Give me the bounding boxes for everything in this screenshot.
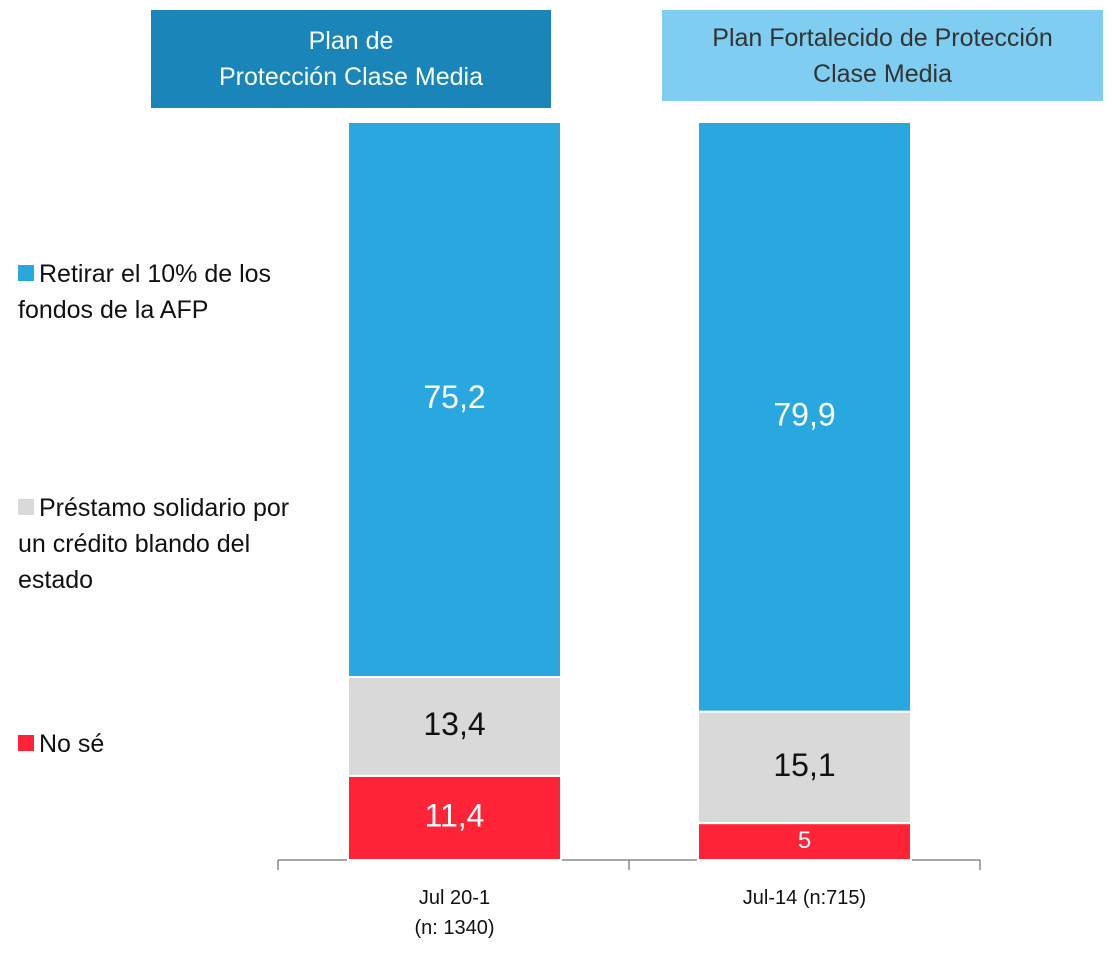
data-label: 13,4 [423, 706, 485, 742]
legend-swatch [18, 735, 34, 751]
x-tick-line: (n: 1340) [414, 917, 494, 939]
x-tick-label: Jul 20-1 (n: 1340) [414, 887, 494, 939]
legend-label: No sé [39, 730, 105, 758]
bar-segment [697, 121, 912, 713]
bar-segment [697, 822, 912, 861]
data-label: 79,9 [773, 396, 835, 432]
bar-segment [347, 774, 562, 861]
header-box: Plan de Protección Clase Media [151, 10, 551, 108]
data-label: 5 [798, 827, 811, 854]
legend-item: Préstamo solidario por un crédito blando… [18, 490, 298, 598]
data-label: 15,1 [773, 747, 835, 783]
bar-segment [697, 710, 912, 825]
legend-label: Préstamo solidario por un crédito blando… [18, 494, 290, 594]
legend-swatch [18, 499, 34, 515]
x-tick-label: Jul-14 (n:715) [743, 887, 866, 909]
bar-segment [347, 675, 562, 777]
legend-swatch [18, 265, 34, 281]
header-box: Plan Fortalecido de Protección Clase Med… [662, 10, 1103, 101]
legend-label: Retirar el 10% de los fondos de la AFP [18, 260, 272, 324]
legend-item: No sé [18, 726, 298, 762]
x-tick-line: Jul 20-1 [419, 887, 490, 909]
data-label: 75,2 [423, 379, 485, 415]
x-tick-line: Jul-14 (n:715) [743, 887, 866, 909]
data-label: 11,4 [425, 797, 485, 833]
bar-segment [347, 121, 562, 678]
legend-item: Retirar el 10% de los fondos de la AFP [18, 256, 298, 328]
